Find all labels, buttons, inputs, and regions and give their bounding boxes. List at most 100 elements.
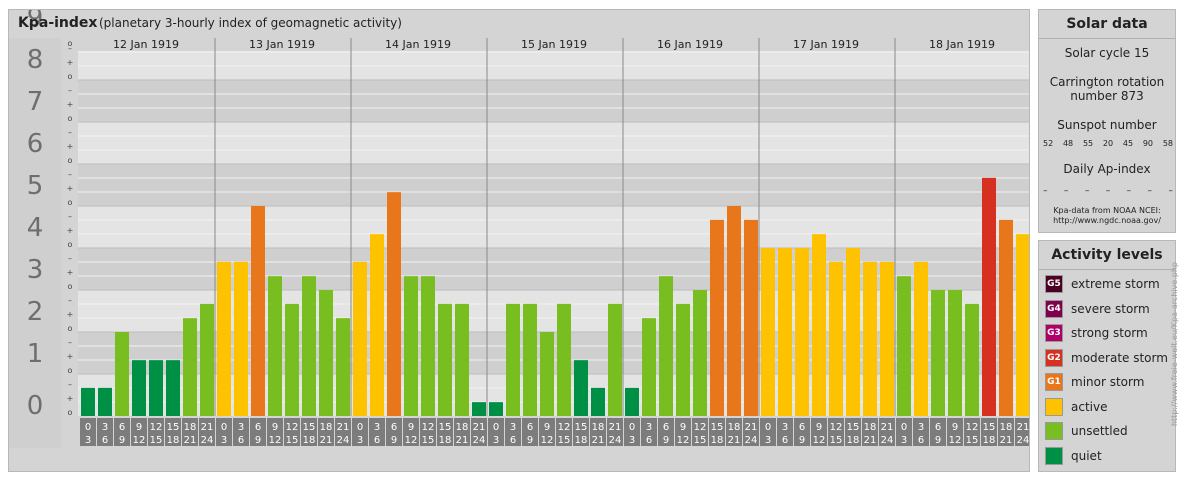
thirds-label: + <box>67 184 74 193</box>
sunspot-value: 20 <box>1102 139 1114 148</box>
interval-end-label: 15 <box>422 435 435 446</box>
interval-cell <box>318 418 334 446</box>
interval-cell <box>879 418 895 446</box>
day-label: 15 Jan 1919 <box>521 38 587 51</box>
thirds-label: + <box>67 100 74 109</box>
interval-start-label: 15 <box>983 422 996 433</box>
interval-end-label: 18 <box>983 435 996 446</box>
interval-end-label: 24 <box>609 435 622 446</box>
interval-cell <box>573 418 589 446</box>
interval-cell <box>777 418 793 446</box>
interval-cell <box>913 418 929 446</box>
thirds-label: o <box>68 366 73 375</box>
interval-end-label: 12 <box>949 435 962 446</box>
activity-level-item: G4 severe storm <box>1045 299 1150 319</box>
carrington-line-1: Carrington rotation <box>1049 75 1165 89</box>
interval-start-label: 15 <box>167 422 180 433</box>
thirds-label: + <box>67 352 74 361</box>
interval-cell <box>301 418 317 446</box>
interval-start-label: 3 <box>782 422 788 433</box>
interval-cell <box>420 418 436 446</box>
sunspot-value: 52 <box>1043 139 1054 148</box>
interval-cell <box>556 418 572 446</box>
day-label: 14 Jan 1919 <box>385 38 451 51</box>
interval-start-label: 3 <box>238 422 244 433</box>
kp-bar <box>404 276 418 416</box>
interval-cell <box>998 418 1014 446</box>
activity-level-item: G1 minor storm <box>1045 372 1144 392</box>
kp-bar <box>625 387 639 416</box>
kp-bar <box>897 276 911 416</box>
interval-start-label: 12 <box>286 422 299 433</box>
chart-title: Kpa-index <box>18 15 98 31</box>
interval-end-label: 24 <box>881 435 894 446</box>
unit-band <box>78 122 1029 164</box>
y-tick-label: 3 <box>27 255 44 285</box>
kp-bar <box>761 248 775 416</box>
interval-cell <box>352 418 368 446</box>
thirds-label: – <box>68 380 72 389</box>
level-label: moderate storm <box>1071 350 1168 365</box>
kp-bar <box>98 387 112 416</box>
interval-cell <box>862 418 878 446</box>
interval-end-label: 12 <box>269 435 282 446</box>
kp-bar <box>353 261 367 416</box>
kpa-chart-panel: 0 1 2 3 4 5 6 7 8 9 o + – o + – o + – o + – o + – o + – o + – o + – o + – o 12… <box>8 9 1030 472</box>
interval-cell <box>369 418 385 446</box>
interval-start-label: 18 <box>320 422 333 433</box>
interval-end-label: 6 <box>510 435 516 446</box>
thirds-label: – <box>68 128 72 137</box>
interval-end-label: 24 <box>1017 435 1029 446</box>
kp-bar <box>421 276 435 416</box>
kp-bar <box>217 261 231 416</box>
interval-cell <box>845 418 861 446</box>
interval-start-label: 21 <box>609 422 622 433</box>
unit-band <box>78 164 1029 206</box>
interval-cell <box>97 418 113 446</box>
kp-bar <box>523 303 537 416</box>
sunspot-value: 55 <box>1082 139 1094 148</box>
interval-end-label: 6 <box>374 435 380 446</box>
interval-end-label: 12 <box>541 435 554 446</box>
interval-cell <box>709 418 725 446</box>
interval-start-label: 21 <box>201 422 214 433</box>
kp-bar <box>438 303 452 416</box>
level-color-swatch <box>1045 446 1063 465</box>
interval-cell <box>386 418 402 446</box>
kp-bar <box>506 303 520 416</box>
interval-cell <box>471 418 487 446</box>
kp-bar <box>234 261 248 416</box>
kp-bar <box>778 248 792 416</box>
interval-start-label: 15 <box>575 422 588 433</box>
activity-levels-title: Activity levels <box>1039 241 1175 270</box>
carrington-line-2: number 873 <box>1070 89 1144 103</box>
day-label: 12 Jan 1919 <box>113 38 179 51</box>
interval-start-label: 18 <box>456 422 469 433</box>
ap-value: – <box>1105 186 1111 196</box>
thirds-label: o <box>68 39 73 48</box>
data-source-link[interactable]: http://www.ngdc.noaa.gov/ <box>1053 216 1161 225</box>
ap-value: – <box>1126 186 1132 196</box>
kp-bar <box>795 248 809 416</box>
interval-end-label: 9 <box>527 435 533 446</box>
kp-bar <box>302 276 316 416</box>
kp-bar <box>642 318 656 416</box>
interval-end-label: 6 <box>102 435 108 446</box>
level-label: extreme storm <box>1071 277 1160 291</box>
interval-end-label: 12 <box>677 435 690 446</box>
kp-bar <box>965 303 979 416</box>
interval-start-label: 6 <box>119 422 125 433</box>
interval-start-label: 21 <box>473 422 486 433</box>
archive-credit-link[interactable]: http://www.freie-welt.eu/Kpa-archive.php <box>1170 262 1179 427</box>
interval-start-label: 9 <box>272 422 278 433</box>
ap-value: – <box>1147 186 1153 196</box>
thirds-label: + <box>67 58 74 67</box>
thirds-label: o <box>68 156 73 165</box>
interval-cell <box>760 418 776 446</box>
interval-start-label: 18 <box>728 422 741 433</box>
interval-start-label: 6 <box>799 422 805 433</box>
thirds-label: + <box>67 226 74 235</box>
kp-bar <box>863 261 877 416</box>
thirds-label: – <box>68 254 72 263</box>
